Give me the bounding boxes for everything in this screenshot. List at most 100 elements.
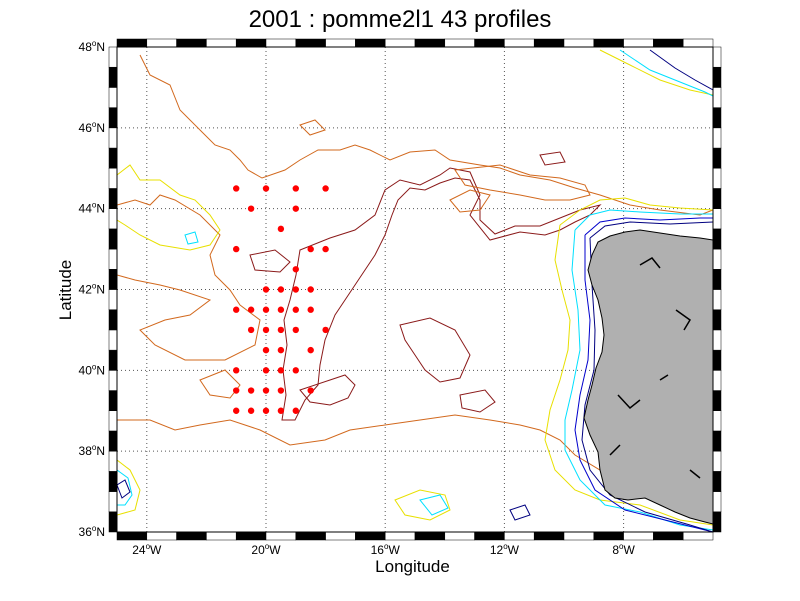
frame-segment	[384, 38, 416, 48]
frame-segment	[265, 531, 297, 541]
profile-point	[322, 245, 329, 253]
frame-segment	[235, 531, 267, 541]
profile-point	[262, 306, 270, 313]
frame-segment	[206, 531, 237, 541]
frame-segment	[176, 531, 207, 541]
x-tick-label: 24oW	[132, 542, 162, 557]
contour-cyan-se	[419, 494, 449, 516]
profile-markers	[233, 185, 329, 414]
profile-point	[292, 266, 299, 273]
profile-point	[233, 367, 240, 374]
profile-point	[292, 286, 299, 293]
profile-point	[292, 205, 299, 212]
bathymetry-contours	[117, 49, 713, 532]
frame-segment	[682, 38, 714, 48]
profile-point	[247, 326, 255, 334]
y-tick-label: 42oN	[79, 282, 105, 297]
profile-point	[307, 286, 314, 293]
frame-segment	[146, 531, 177, 541]
profile-point	[262, 326, 270, 334]
frame-segment	[108, 309, 118, 331]
frame-segment	[712, 168, 722, 189]
y-axis-label: Latitude	[56, 259, 75, 321]
frame-segment	[712, 329, 722, 351]
contour-blue-coast	[574, 217, 713, 532]
profile-point	[233, 387, 240, 394]
profile-point	[277, 225, 285, 233]
frame-segment	[593, 38, 624, 48]
land-rivers	[609, 257, 701, 479]
profile-point	[247, 306, 255, 313]
frame-segment	[355, 38, 386, 48]
contour-mid-3	[299, 119, 326, 136]
y-tick-label: 46oN	[79, 120, 105, 135]
frame-segment	[712, 87, 722, 108]
frame-segment	[712, 228, 722, 250]
frame-segment	[533, 38, 565, 48]
frame-segment	[712, 147, 722, 169]
profile-point	[262, 286, 270, 293]
frame-segment	[108, 46, 118, 68]
frame-segment	[265, 38, 297, 48]
frame-segment	[414, 531, 446, 541]
frame-segment	[712, 208, 722, 230]
contour-navy-se	[509, 504, 531, 521]
frame-segment	[108, 430, 118, 452]
frame-segment	[623, 531, 654, 541]
frame-segment	[108, 107, 118, 129]
contour-navy-coast	[581, 221, 713, 532]
frame-segment	[108, 228, 118, 250]
profile-point	[307, 306, 314, 313]
contour-mid-ring	[449, 189, 491, 213]
frame-segment	[712, 248, 722, 270]
x-tick-label: 8oW	[612, 542, 635, 557]
frame-segment	[108, 289, 118, 310]
frame-segment	[414, 38, 446, 48]
map-title: 2001 : pomme2l1 43 profiles	[248, 6, 552, 33]
frame-segment	[563, 38, 595, 48]
contour-yellow-se	[394, 489, 451, 521]
contour-deep-isle	[249, 249, 291, 273]
frame-segment	[712, 450, 722, 472]
profile-point	[262, 407, 270, 414]
profile-point	[307, 346, 314, 354]
frame-segment	[712, 66, 722, 88]
x-tick-label: 12oW	[490, 542, 520, 557]
contour-deep-ne	[539, 151, 566, 166]
y-tick-label: 44oN	[79, 201, 105, 216]
profile-point	[307, 387, 314, 394]
profile-point	[277, 326, 285, 334]
frame-segment	[653, 531, 684, 541]
profile-point	[277, 407, 285, 414]
frame-segment	[593, 531, 624, 541]
frame-segment	[295, 38, 326, 48]
land-iberia	[583, 229, 713, 525]
frame-segment	[712, 127, 722, 149]
profile-point	[277, 286, 285, 293]
profile-point	[277, 387, 285, 394]
frame-segment	[176, 38, 207, 48]
x-tick-label: 20oW	[251, 542, 281, 557]
x-axis-label: Longitude	[375, 557, 450, 576]
frame-segment	[116, 38, 148, 48]
profile-point	[262, 367, 270, 374]
profile-point	[322, 326, 329, 334]
contour-deep-west	[281, 167, 602, 421]
profile-point	[233, 306, 240, 313]
frame-segment	[712, 46, 722, 68]
frame-segment	[474, 531, 505, 541]
frame-segment	[206, 38, 237, 48]
contour-cyan-isle	[184, 231, 199, 245]
contour-yellow-north	[599, 49, 713, 96]
frame-segment	[325, 38, 356, 48]
frame-segment	[108, 188, 118, 209]
profile-point	[262, 387, 270, 394]
frame-segment	[533, 531, 565, 541]
frame-segment	[108, 329, 118, 351]
map-frame	[108, 38, 722, 541]
y-tick-label: 36oN	[79, 524, 105, 539]
frame-segment	[712, 410, 722, 432]
y-tick-label: 38oN	[79, 443, 105, 458]
frame-segment	[108, 471, 118, 492]
